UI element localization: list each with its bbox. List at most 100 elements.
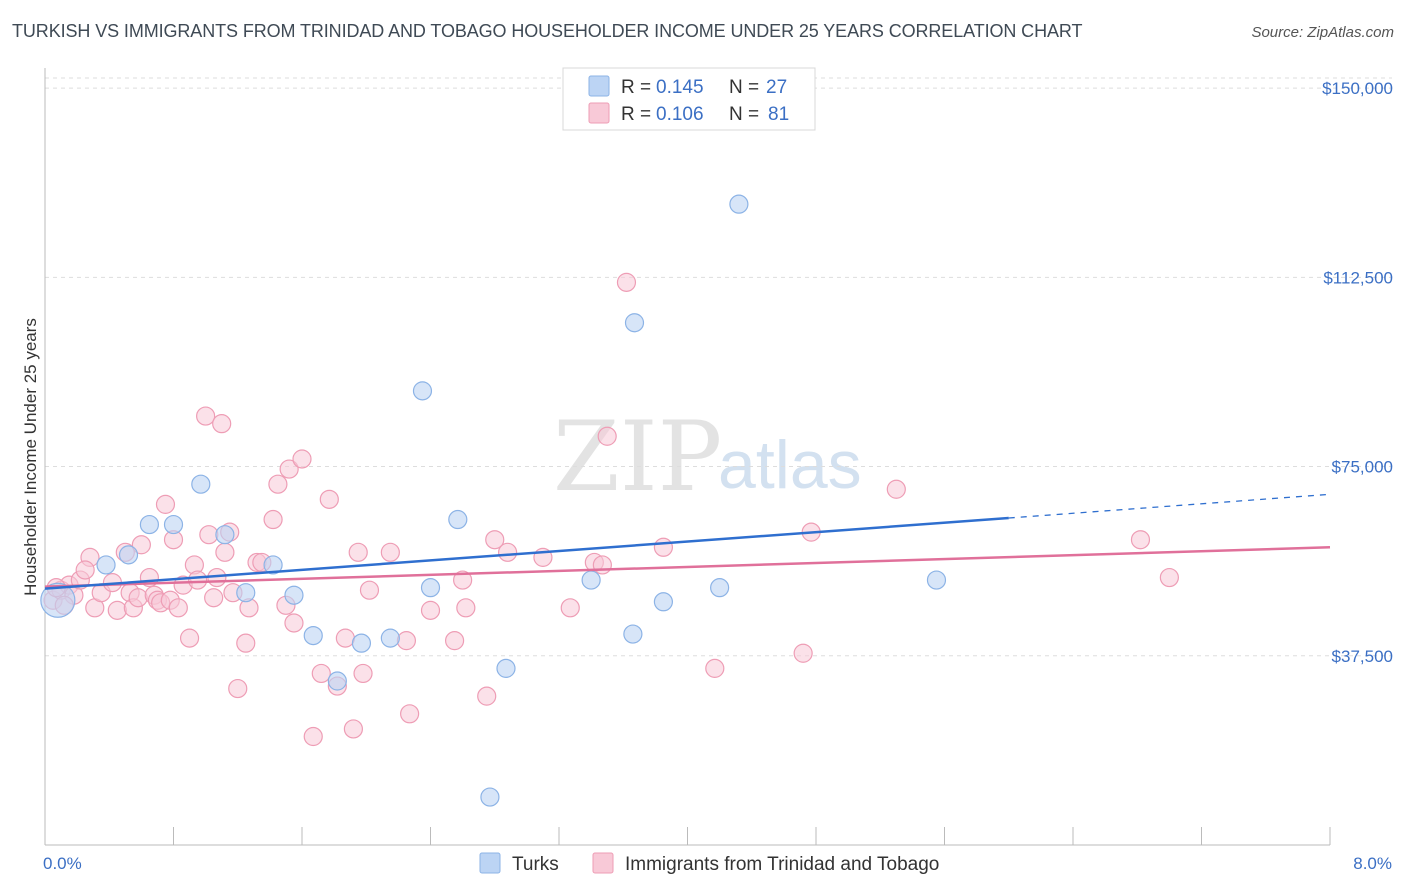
- data-point-turks: [263, 555, 283, 575]
- trend-line-turks-extension: [1008, 493, 1331, 519]
- data-point-trinidad-tobago: [886, 479, 906, 499]
- data-point-turks: [236, 583, 256, 603]
- data-point-trinidad-tobago: [453, 570, 473, 590]
- data-point-trinidad-tobago: [653, 537, 674, 557]
- data-point-trinidad-tobago: [560, 598, 580, 618]
- data-point-turks: [380, 628, 400, 648]
- data-point-turks: [351, 633, 372, 653]
- data-point-trinidad-tobago: [284, 613, 304, 633]
- bottom-legend-turks-swatch: [479, 852, 501, 874]
- legend-turks-n-label: N =: [729, 77, 759, 98]
- data-point-trinidad-tobago: [498, 542, 518, 562]
- data-point-turks: [118, 545, 139, 565]
- data-point-turks: [729, 194, 749, 214]
- data-point-turks: [624, 313, 645, 333]
- data-point-trinidad-tobago: [168, 598, 188, 618]
- data-point-trinidad-tobago: [179, 628, 200, 648]
- data-point-trinidad-tobago: [348, 542, 368, 562]
- data-point-trinidad-tobago: [396, 631, 417, 651]
- data-point-trinidad-tobago: [196, 406, 216, 426]
- source-label: Source: ZipAtlas.com: [1251, 24, 1394, 41]
- data-point-trinidad-tobago: [107, 600, 127, 620]
- series-legend: Turks Immigrants from Trinidad and Tobag…: [479, 852, 939, 875]
- watermark-zip-text: ZIP: [553, 401, 722, 513]
- data-point-trinidad-tobago: [616, 272, 637, 292]
- trend-line-trinidad-tobago: [44, 546, 1331, 588]
- data-point-trinidad-tobago: [268, 474, 288, 494]
- gridlines: [45, 77, 1392, 657]
- legend-turks-r-value: 0.145: [656, 77, 704, 98]
- data-point-turks: [215, 525, 235, 545]
- data-point-trinidad-tobago: [359, 580, 380, 600]
- data-point-turks: [191, 474, 211, 494]
- data-point-trinidad-tobago: [456, 598, 476, 618]
- data-point-trinidad-tobago: [1159, 567, 1179, 588]
- data-point-turks: [96, 555, 116, 575]
- bottom-legend-turks-label: Turks: [512, 854, 559, 875]
- y-tick-label: $112,500: [1323, 268, 1393, 287]
- data-point-turks: [420, 578, 441, 598]
- legend-tt-r-label: R =: [621, 104, 651, 125]
- data-point-trinidad-tobago: [477, 686, 497, 706]
- series-turks-points: [40, 194, 947, 807]
- data-point-trinidad-tobago: [75, 560, 95, 580]
- legend-turks-r-label: R =: [621, 77, 651, 98]
- data-point-trinidad-tobago: [187, 570, 208, 590]
- data-point-trinidad-tobago: [311, 663, 331, 684]
- data-point-trinidad-tobago: [597, 426, 617, 446]
- data-point-trinidad-tobago: [353, 663, 373, 684]
- data-point-trinidad-tobago: [380, 542, 400, 562]
- data-point-trinidad-tobago: [131, 535, 151, 555]
- data-point-trinidad-tobago: [128, 588, 148, 608]
- data-point-trinidad-tobago: [1130, 530, 1151, 550]
- data-point-trinidad-tobago: [303, 726, 323, 747]
- data-point-turks: [710, 578, 730, 598]
- data-point-trinidad-tobago: [155, 494, 176, 514]
- data-point-trinidad-tobago: [592, 555, 612, 575]
- data-point-turks: [303, 625, 323, 646]
- bottom-legend-tt-swatch: [592, 852, 614, 874]
- data-point-turks: [496, 658, 516, 678]
- data-point-turks: [139, 514, 160, 535]
- legend-tt-swatch: [588, 102, 610, 124]
- data-point-trinidad-tobago: [228, 678, 248, 699]
- data-point-trinidad-tobago: [793, 643, 813, 663]
- data-point-turks: [926, 570, 947, 590]
- watermark: ZIP atlas: [553, 401, 862, 513]
- y-tick-label: $37,500: [1332, 647, 1393, 666]
- data-point-turks: [284, 585, 304, 605]
- legend-tt-n-value: 81: [768, 104, 789, 125]
- data-point-turks: [327, 671, 347, 691]
- legend-turks-swatch: [588, 75, 610, 97]
- data-point-trinidad-tobago: [236, 633, 256, 653]
- axes: [44, 68, 1331, 846]
- data-point-trinidad-tobago: [705, 658, 725, 678]
- data-point-turks: [40, 582, 76, 618]
- trend-lines: [44, 493, 1331, 590]
- legend-turks-n-value: 27: [766, 77, 787, 98]
- data-point-trinidad-tobago: [215, 542, 235, 562]
- data-point-trinidad-tobago: [279, 459, 299, 479]
- data-point-turks: [448, 509, 468, 530]
- data-point-turks: [581, 570, 601, 590]
- data-point-turks: [653, 592, 674, 612]
- data-point-trinidad-tobago: [400, 704, 420, 724]
- x-tick-label-min: 0.0%: [43, 854, 82, 873]
- data-point-trinidad-tobago: [335, 628, 355, 648]
- y-tick-labels: $37,500 $75,000 $112,500 $150,000: [1322, 79, 1393, 666]
- data-point-trinidad-tobago: [199, 525, 219, 545]
- legend-tt-n-label: N =: [729, 104, 759, 125]
- data-point-trinidad-tobago: [485, 530, 505, 550]
- y-axis-title: Householder Income Under 25 years: [21, 318, 40, 596]
- legend-tt-r-value: 0.106: [656, 104, 704, 125]
- trend-line-turks: [44, 516, 1009, 590]
- y-tick-label: $150,000: [1322, 79, 1393, 98]
- data-point-trinidad-tobago: [212, 414, 232, 434]
- watermark-atlas-text: atlas: [718, 427, 862, 503]
- correlation-legend: R = 0.145 N = 27 R = 0.106 N = 81: [562, 67, 816, 131]
- chart-title: TURKISH VS IMMIGRANTS FROM TRINIDAD AND …: [12, 21, 1083, 41]
- data-point-trinidad-tobago: [263, 509, 283, 530]
- data-point-trinidad-tobago: [204, 588, 224, 608]
- data-point-trinidad-tobago: [319, 489, 339, 509]
